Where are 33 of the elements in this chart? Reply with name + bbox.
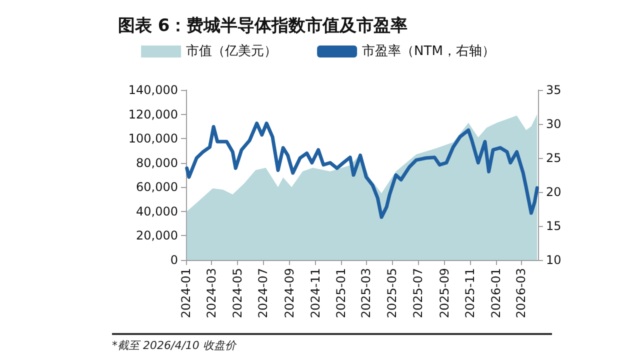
y2-tick-label: 35 [546, 83, 562, 97]
x-tick-label: 2025-09 [437, 268, 452, 318]
y-tick-label: 100,000 [128, 132, 178, 146]
y-tick-label: 20,000 [136, 228, 178, 243]
x-tick-label: 2024-05 [230, 268, 244, 318]
text: *截至 2026/4/10 收盘价 [112, 333, 552, 353]
x-tick-label: 2024-09 [282, 268, 296, 318]
line-series [185, 122, 539, 219]
x-tick-label: 2025-03 [359, 268, 374, 318]
x-tick-label: 2025-05 [385, 268, 400, 318]
y2-tick-label: 30 [546, 117, 562, 131]
legend-label: 市值（亿美元） [186, 43, 278, 59]
y-tick-label: 60,000 [136, 180, 178, 194]
x-tick-label: 2024-11 [308, 268, 322, 318]
x-tick-label: 2025-07 [410, 268, 425, 318]
x-tick-label: 2026-03 [514, 268, 528, 318]
y2-tick-label: 10 [546, 253, 562, 267]
x-tick-label: 2026-01 [489, 268, 504, 318]
y-tick-label: 140,000 [128, 83, 178, 97]
x-tick-label: 2025-01 [334, 268, 348, 318]
x-tick-label: 2024-03 [204, 268, 218, 318]
y-tick-label: 40,000 [136, 204, 178, 218]
x-tick-label: 2025-11 [463, 268, 478, 318]
y2-tick-label: 20 [546, 185, 562, 199]
y-tick-label: 120,000 [128, 107, 178, 122]
chart-title: 图表 6：费城半导体指数市值及市盈率 [118, 15, 408, 37]
y2-tick-label: 15 [546, 219, 562, 233]
legend-label: 市盈率（NTM，右轴） [362, 43, 495, 59]
x-tick-label: 2024-07 [256, 268, 270, 318]
y-tick-label: 0 [170, 253, 178, 267]
x-tick-label: 2024-01 [179, 268, 193, 318]
y2-tick-label: 25 [546, 151, 562, 165]
y-tick-label: 80,000 [136, 156, 178, 170]
